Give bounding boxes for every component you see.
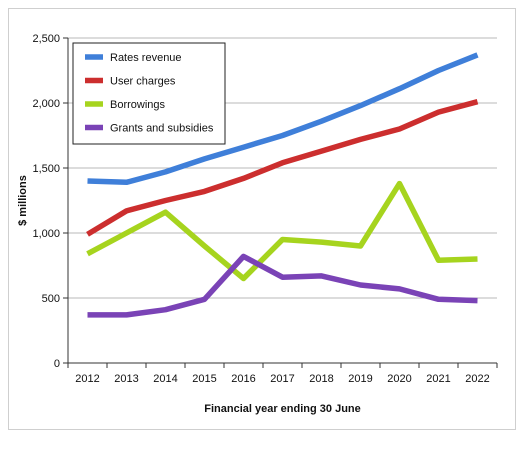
- y-tick-label: 1,500: [32, 163, 60, 175]
- x-tick-label: 2016: [231, 373, 255, 385]
- x-tick-label: 2015: [192, 373, 216, 385]
- series-line-grants-and-subsidies: [87, 253, 478, 318]
- series-lines: [86, 52, 479, 318]
- x-tick-label: 2018: [309, 373, 333, 385]
- x-tick-label: 2017: [270, 373, 294, 385]
- legend-label: User charges: [110, 76, 176, 88]
- legend: Rates revenue User charges Borrowings Grant…: [72, 42, 226, 145]
- x-tick-label: 2013: [114, 373, 138, 385]
- y-tick-label: 0: [54, 358, 60, 370]
- x-tick-label: 2022: [465, 373, 489, 385]
- y-tick-label: 2,500: [32, 33, 60, 45]
- x-tick-label: 2014: [153, 373, 177, 385]
- y-axis-label: $ millions: [17, 175, 29, 226]
- x-tick-label: 2021: [426, 373, 450, 385]
- series-line-borrowings: [86, 180, 478, 282]
- x-tick-label: 2012: [75, 373, 99, 385]
- axes: [63, 37, 498, 368]
- series-line-rates-revenue: [87, 52, 479, 186]
- y-tick-label: 500: [42, 293, 60, 305]
- legend-label: Borrowings: [110, 99, 166, 111]
- x-axis-label: Financial year ending 30 June: [204, 403, 361, 415]
- legend-label: Rates revenue: [110, 52, 182, 64]
- y-tick-labels: 0 500 1,000 1,500 2,000 2,500: [32, 33, 60, 370]
- x-tick-label: 2019: [348, 373, 372, 385]
- x-tick-labels: 2012 2013 2014 2015 2016 2017 2018 2019 2020 2021…: [75, 373, 489, 385]
- y-tick-label: 2,000: [32, 98, 60, 110]
- y-tick-label: 1,000: [32, 228, 60, 240]
- x-tick-label: 2020: [387, 373, 411, 385]
- series-line-user-charges: [86, 99, 479, 237]
- legend-label: Grants and subsidies: [110, 123, 214, 135]
